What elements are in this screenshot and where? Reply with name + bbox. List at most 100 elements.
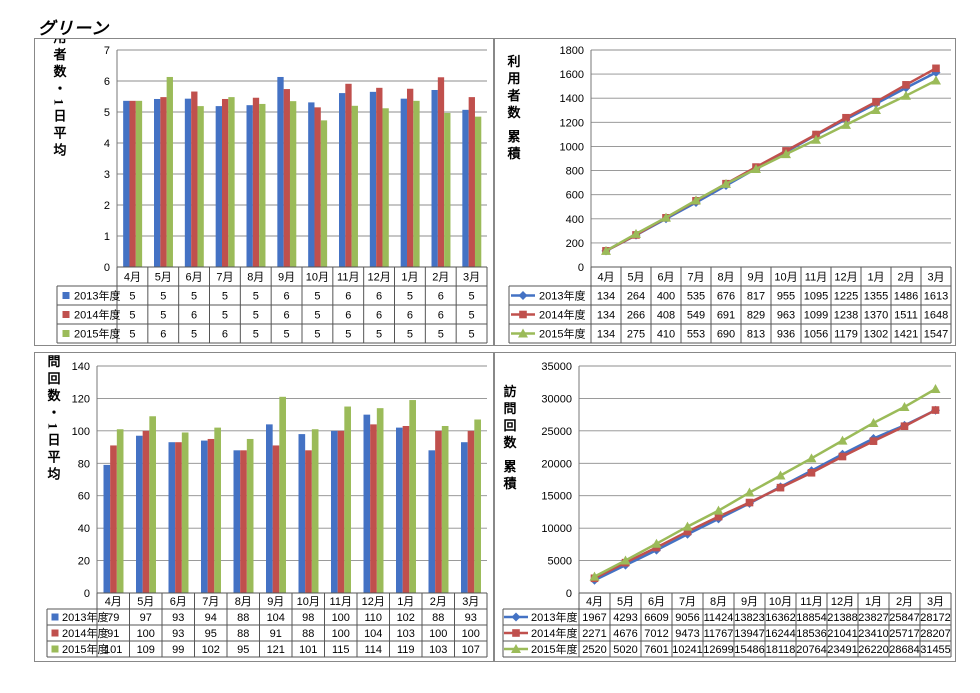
bar-0-3 <box>215 106 222 267</box>
chart-panel-daily-users: 利用者数・1日平均 0 1 2 3 4 5 6 7 4月 5月 6月 7月 8月 9月 10月 11月 12月 1月… <box>34 38 494 346</box>
legend-label-2: 2015年度 <box>74 327 120 341</box>
bar-2-6 <box>320 120 328 268</box>
bar-2-9 <box>413 100 420 267</box>
bar-1-1 <box>142 430 150 593</box>
x-tick-label: 5月 <box>155 272 172 284</box>
point-2-2 <box>651 538 662 548</box>
series-line-2 <box>605 79 937 252</box>
bar-1-0 <box>129 100 136 267</box>
data-label: 5 <box>160 291 166 303</box>
bar-1-8 <box>370 424 377 593</box>
bar-0-11 <box>461 442 468 593</box>
y-tick-label: 600 <box>566 190 584 202</box>
bar-1-9 <box>406 88 414 267</box>
data-label: 104 <box>267 612 285 624</box>
data-label: 100 <box>332 612 350 624</box>
point-1-11 <box>931 406 940 414</box>
bar-0-8 <box>369 91 377 267</box>
data-label: 1511 <box>894 310 918 322</box>
data-label: 5 <box>469 329 475 341</box>
y-tick-label: 20 <box>78 556 90 568</box>
data-label: 26220 <box>858 644 889 656</box>
point-2-10 <box>901 90 911 100</box>
x-tick-label: 3月 <box>927 596 944 608</box>
y-tick-label: 1400 <box>560 93 584 105</box>
point-2-3 <box>691 195 701 205</box>
data-label: 5 <box>314 329 320 341</box>
data-label: 9056 <box>675 612 699 624</box>
point-2-4 <box>721 178 731 188</box>
point-1-6 <box>776 483 785 492</box>
bar-1-1 <box>160 97 167 267</box>
chart-cumulative-users: 利用者数 累積 0 200 400 600 800 1000 1200 1400 1600 1800… <box>506 45 952 344</box>
y-tick-label: 1 <box>104 231 110 243</box>
bar-1-5 <box>272 445 280 593</box>
legend-label-0: 2013年度 <box>74 289 120 303</box>
data-label: 91 <box>270 628 282 640</box>
y-tick-label: 3 <box>104 169 110 181</box>
bar-0-8 <box>363 414 371 593</box>
point-2-9 <box>871 105 881 115</box>
data-label: 18854 <box>796 612 827 624</box>
data-label: 16362 <box>765 612 796 624</box>
bar-0-3 <box>201 440 208 593</box>
data-label: 134 <box>597 291 615 303</box>
point-1-3 <box>683 527 692 536</box>
data-label: 109 <box>137 644 155 656</box>
chart-daily-users: 利用者数・1日平均 0 1 2 3 4 5 6 7 4月 5月 6月 7月 8月 9月 10月 11月 12月 1月… <box>52 39 488 344</box>
data-label: 963 <box>777 310 795 322</box>
point-1-9 <box>872 98 880 106</box>
data-label: 94 <box>205 612 217 624</box>
data-label: 88 <box>302 628 314 640</box>
data-label: 5 <box>191 329 197 341</box>
data-label: 6 <box>160 329 166 341</box>
data-label: 93 <box>172 628 184 640</box>
y-tick-label: 15000 <box>541 491 572 503</box>
bar-2-11 <box>474 419 481 593</box>
bar-2-8 <box>382 108 389 267</box>
page-title: グリーン <box>38 19 110 38</box>
y-tick-label: 2 <box>104 200 110 212</box>
data-label: 5 <box>222 310 228 322</box>
bar-0-7 <box>339 93 346 267</box>
bar-2-6 <box>311 429 319 593</box>
bar-0-5 <box>277 76 284 267</box>
bar-2-7 <box>351 105 358 267</box>
point-2-6 <box>781 149 791 159</box>
y-tick-label: 400 <box>566 214 584 226</box>
x-tick-label: 11月 <box>330 596 352 608</box>
data-label: 5 <box>222 291 228 303</box>
data-label: 5 <box>160 310 166 322</box>
data-label: 79 <box>107 612 119 624</box>
bar-1-6 <box>305 450 312 593</box>
bar-2-2 <box>181 432 189 593</box>
data-label: 11767 <box>704 628 734 640</box>
bar-1-4 <box>240 450 247 593</box>
chart-panel-daily-visits: 訪問回数・1日平均 0 20 40 60 80 100 120 140 4月 5月 6月 7月 8月 9月 1… <box>34 352 494 662</box>
bar-0-4 <box>233 450 241 593</box>
x-tick-label: 7月 <box>216 272 233 284</box>
point-1-10 <box>900 422 909 431</box>
data-label: 5 <box>129 329 135 341</box>
legend-swatch-1 <box>62 311 70 318</box>
data-label: 4676 <box>613 628 637 640</box>
point-2-6 <box>775 470 786 480</box>
x-tick-label: 3月 <box>463 272 480 284</box>
data-label: 1355 <box>864 291 888 303</box>
bar-1-10 <box>435 430 442 593</box>
y-tick-label: 5 <box>104 107 110 119</box>
x-tick-label: 9月 <box>267 596 284 608</box>
x-tick-label: 12月 <box>831 596 854 608</box>
data-label: 25717 <box>889 628 920 640</box>
y-tick-label: 200 <box>566 238 584 250</box>
x-tick-label: 9月 <box>278 272 295 284</box>
y-tick-label: 1200 <box>560 117 584 129</box>
y-tick-label: 0 <box>104 262 110 274</box>
data-label: 20764 <box>796 644 827 656</box>
data-label: 535 <box>687 291 705 303</box>
y-tick-label: 0 <box>566 588 572 600</box>
data-label: 6 <box>284 291 290 303</box>
y-tick-label: 1600 <box>560 69 584 81</box>
bar-0-7 <box>331 430 338 593</box>
data-label: 5 <box>314 291 320 303</box>
